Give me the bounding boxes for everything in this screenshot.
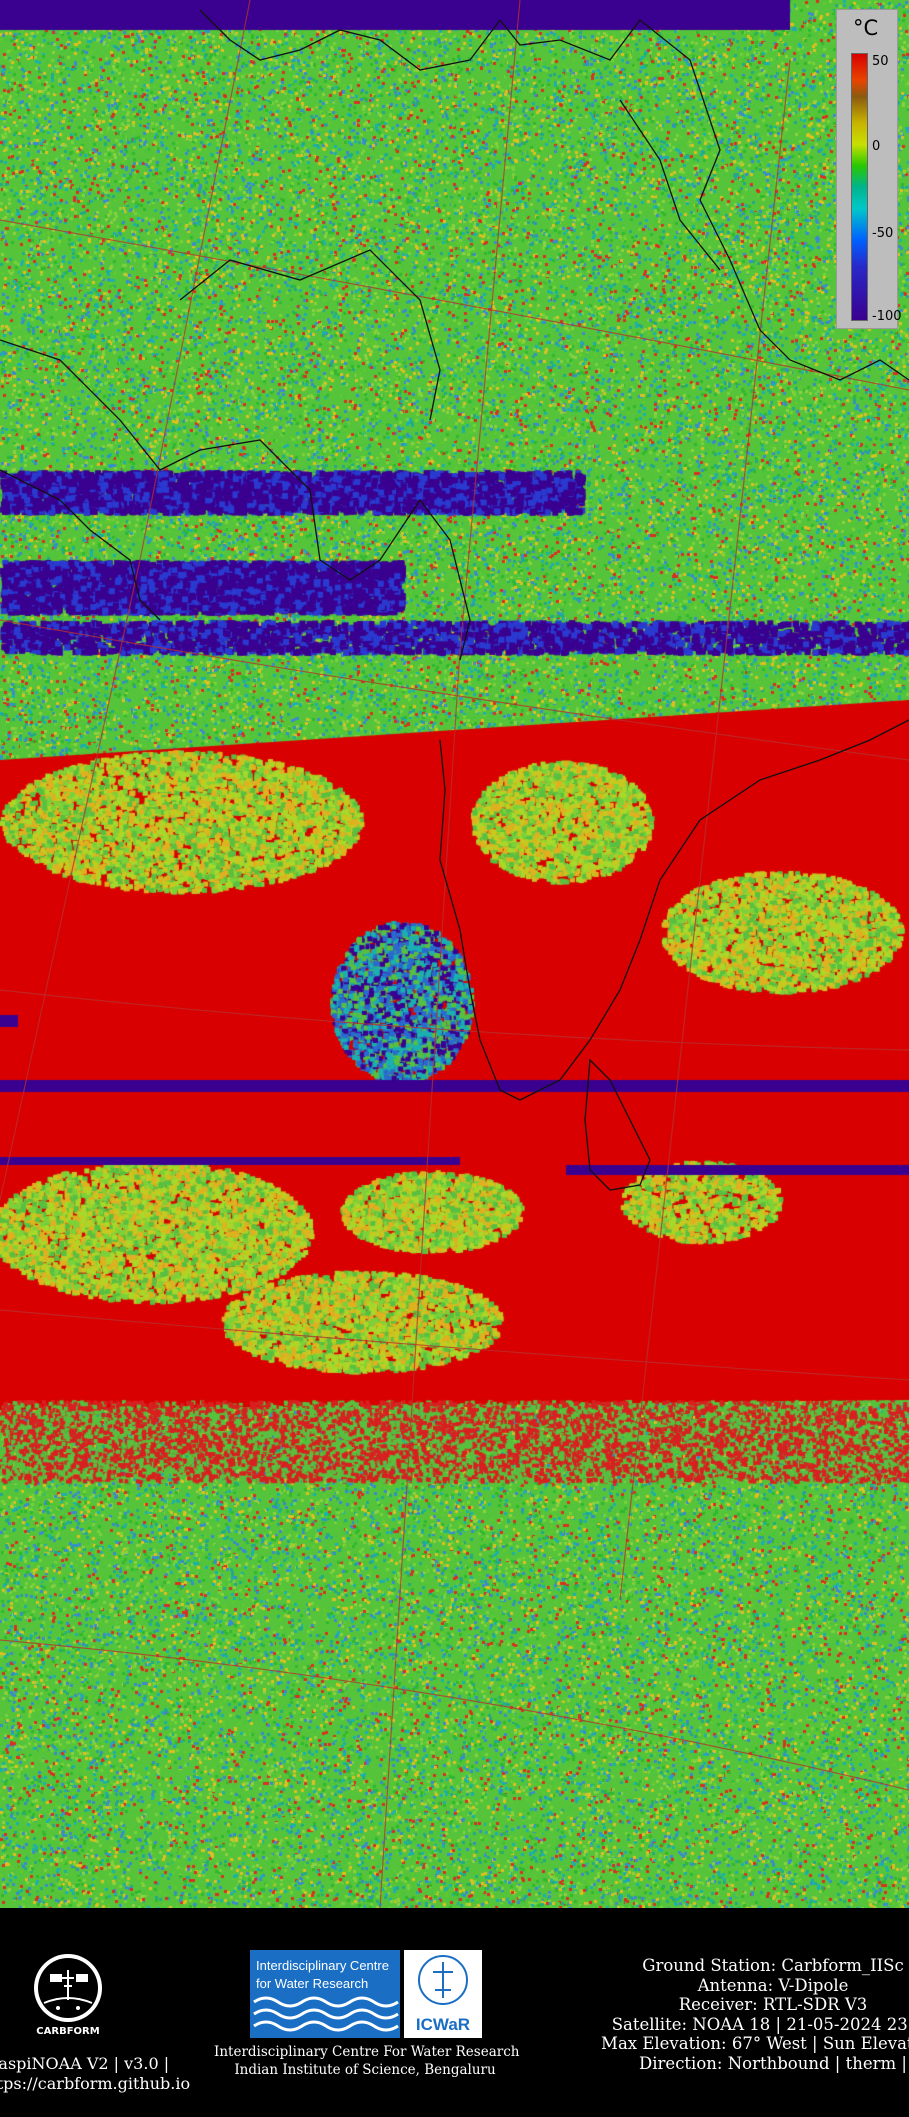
legend-tick: 50 — [872, 54, 889, 69]
footer-info-panel: CARBFORM RaspiNOAA V2 | v3.0 | https://c… — [0, 1908, 909, 2117]
icwar-logo: Interdisciplinary Centre for Water Resea… — [250, 1950, 482, 2038]
thermal-imagery-canvas — [0, 0, 909, 1908]
legend-tick: -50 — [872, 226, 894, 241]
satellite-thermal-image: °C 50 0 -50 -100 — [0, 0, 909, 1908]
legend-tick: 0 — [872, 139, 881, 154]
temperature-legend: °C 50 0 -50 -100 — [836, 9, 902, 329]
coastline-borders — [0, 9, 909, 1191]
institute-text: Interdisciplinary Centre For Water Resea… — [214, 2043, 520, 2079]
software-version: RaspiNOAA V2 | v3.0 | — [0, 2054, 170, 2073]
icwar-logo-line1: Interdisciplinary Centre — [256, 1958, 389, 1973]
legend-tick: -100 — [872, 309, 902, 324]
legend-color-bar — [851, 53, 868, 321]
institute-line2: Indian Institute of Science, Bengaluru — [234, 2062, 496, 2078]
station-line: Antenna: V-Dipole — [697, 1975, 849, 1995]
station-line: Direction: Northbound | therm | — [639, 2053, 907, 2073]
icwar-badge-text: ICWaR — [416, 2015, 470, 2034]
ground-station-info: Ground Station: Carbform_IISc Antenna: V… — [563, 1956, 909, 2074]
carbform-logo-text: CARBFORM — [36, 2026, 99, 2037]
station-line: Ground Station: Carbform_IISc — [642, 1956, 904, 1975]
icwar-logo-line2: for Water Research — [256, 1976, 368, 1991]
station-line: Satellite: NOAA 18 | 21-05-2024 23:13 — [611, 2014, 909, 2034]
station-line: Receiver: RTL-SDR V3 — [678, 1995, 868, 2015]
software-info: RaspiNOAA V2 | v3.0 | https://carbform.g… — [0, 2054, 190, 2094]
legend-unit: °C — [853, 16, 879, 40]
station-line: Max Elevation: 67° West | Sun Elevation: — [601, 2034, 909, 2054]
website-link[interactable]: https://carbform.github.io — [0, 2074, 191, 2093]
institute-line1: Interdisciplinary Centre For Water Resea… — [214, 2044, 520, 2060]
map-overlay — [0, 0, 909, 1908]
lat-lon-grid — [0, 0, 909, 1908]
carbform-logo: CARBFORM — [22, 1948, 114, 2040]
